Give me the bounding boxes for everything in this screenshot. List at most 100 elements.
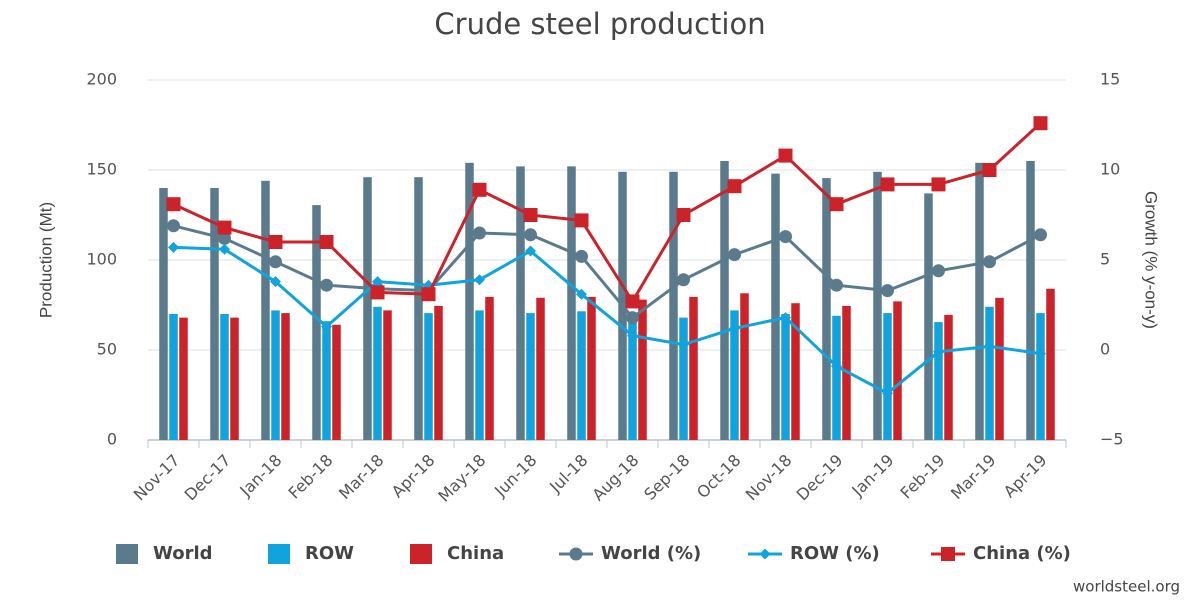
legend-marker bbox=[941, 547, 955, 561]
line bbox=[172, 122, 1042, 305]
line bbox=[173, 224, 1042, 320]
bar bbox=[220, 314, 229, 440]
chart-title: Crude steel production bbox=[434, 7, 765, 41]
legend-label: ROW (%) bbox=[790, 543, 880, 564]
bar bbox=[975, 162, 984, 441]
point bbox=[881, 284, 894, 298]
bar bbox=[873, 171, 882, 441]
y-tick-label: 50 bbox=[97, 340, 117, 359]
legend-swatch bbox=[116, 544, 138, 564]
x-tick-label: Apr-19 bbox=[1000, 451, 1051, 502]
point bbox=[778, 148, 793, 163]
bar bbox=[669, 171, 678, 441]
x-tick-label: Aug-18 bbox=[589, 451, 643, 505]
y2-tick-label: 0 bbox=[1100, 340, 1110, 359]
bar bbox=[516, 166, 525, 440]
point bbox=[421, 287, 436, 302]
point bbox=[372, 276, 383, 288]
point bbox=[268, 235, 283, 249]
x-tick-label: Mar-19 bbox=[947, 451, 1000, 504]
source: worldsteel.org bbox=[1073, 578, 1180, 596]
point bbox=[370, 285, 385, 300]
point bbox=[983, 255, 996, 269]
bar bbox=[526, 313, 535, 440]
point bbox=[168, 241, 179, 253]
bar bbox=[791, 303, 800, 440]
y-axis-label: Production (Mt) bbox=[36, 202, 55, 318]
y2-tick-label: −5 bbox=[1100, 430, 1124, 449]
bar bbox=[730, 310, 739, 440]
legend-marker bbox=[569, 547, 583, 561]
bar bbox=[934, 322, 943, 440]
point bbox=[982, 163, 997, 177]
bar bbox=[169, 314, 178, 440]
bar bbox=[985, 306, 994, 440]
y-tick-label: 0 bbox=[107, 430, 117, 449]
bar bbox=[414, 177, 423, 440]
x-tick-label: Apr-18 bbox=[388, 451, 439, 502]
point bbox=[574, 213, 589, 228]
legend-swatch bbox=[410, 544, 432, 564]
bar bbox=[944, 314, 953, 440]
bar bbox=[740, 293, 749, 440]
bar bbox=[893, 301, 902, 440]
bar bbox=[771, 173, 780, 440]
bar bbox=[424, 313, 433, 440]
legend: World ROW China World (%) ROW (%) China (%) bbox=[116, 543, 1071, 564]
x-tick-label: Mar-18 bbox=[335, 451, 388, 504]
point bbox=[627, 330, 638, 342]
point bbox=[729, 322, 740, 334]
x-tick-label: Jul-18 bbox=[545, 451, 591, 497]
point bbox=[575, 249, 588, 263]
point bbox=[269, 255, 282, 269]
point bbox=[931, 177, 946, 192]
point bbox=[270, 276, 281, 288]
bar bbox=[363, 177, 372, 440]
bar bbox=[1036, 313, 1045, 440]
point bbox=[831, 360, 842, 372]
bar bbox=[638, 299, 647, 440]
y2-tick-label: 10 bbox=[1100, 160, 1120, 179]
x-tick-label: Nov-17 bbox=[130, 451, 184, 505]
bar bbox=[536, 297, 545, 440]
bar bbox=[995, 297, 1004, 440]
x-tick-label: Feb-18 bbox=[285, 451, 337, 503]
x-tick-label: Nov-18 bbox=[742, 451, 796, 505]
point bbox=[525, 245, 536, 257]
point bbox=[779, 230, 792, 244]
point bbox=[830, 278, 843, 292]
point bbox=[678, 339, 689, 351]
line bbox=[173, 245, 1041, 395]
legend-label: World bbox=[153, 543, 213, 564]
point bbox=[218, 231, 231, 245]
y2-tick-label: 15 bbox=[1100, 70, 1120, 89]
x-tick-label: Jun-18 bbox=[490, 451, 540, 501]
x-tick-label: Feb-19 bbox=[897, 451, 949, 503]
bar bbox=[1046, 288, 1055, 440]
point bbox=[1034, 228, 1047, 242]
point bbox=[523, 208, 538, 222]
bar bbox=[312, 205, 321, 440]
point bbox=[625, 294, 640, 309]
bar bbox=[322, 321, 331, 440]
x-tick-label: Dec-17 bbox=[181, 451, 235, 505]
point bbox=[984, 340, 995, 352]
x-tick-label: Jan-18 bbox=[235, 451, 285, 501]
bar bbox=[271, 310, 280, 440]
point bbox=[1033, 116, 1048, 131]
bar bbox=[465, 162, 474, 441]
bar bbox=[689, 296, 698, 440]
y2-axis-label: Growth (% y-on-y) bbox=[1142, 191, 1161, 329]
point bbox=[1035, 348, 1046, 360]
bar bbox=[781, 314, 790, 440]
point bbox=[217, 220, 232, 235]
point bbox=[219, 243, 230, 255]
y2-tick-label: 5 bbox=[1100, 250, 1110, 269]
bar bbox=[720, 161, 729, 440]
bar bbox=[159, 188, 168, 440]
y-tick-label: 200 bbox=[86, 70, 117, 89]
point bbox=[474, 274, 485, 286]
x-tick-label: Sep-18 bbox=[640, 451, 693, 504]
point bbox=[472, 182, 487, 197]
